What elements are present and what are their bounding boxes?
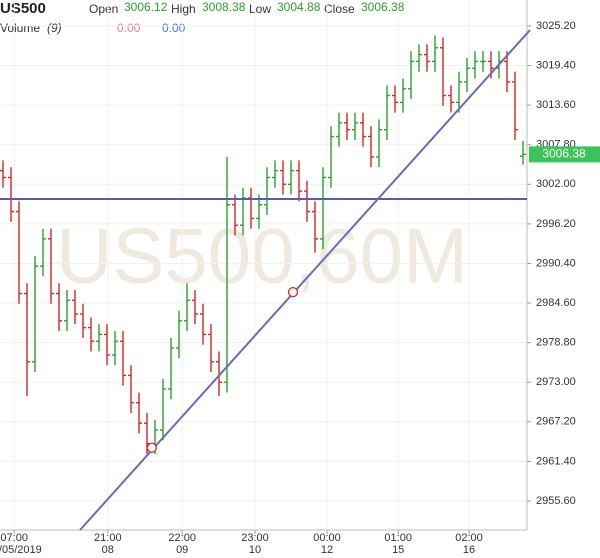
x-tick-label: 21:00 xyxy=(94,532,122,544)
x-tick-sublabel: 07/05/2019 xyxy=(0,544,42,556)
y-tick-label: 2973.00 xyxy=(536,376,576,388)
open-label: Open xyxy=(89,2,118,16)
x-tick-label: 02:00 xyxy=(455,532,483,544)
y-tick-label: 2961.40 xyxy=(536,455,576,467)
volume-period: (9) xyxy=(47,21,62,35)
anchor-point xyxy=(146,442,157,453)
y-tick-label: 2990.40 xyxy=(536,257,576,269)
close-label: Close xyxy=(324,2,355,16)
x-tick-label: 22:00 xyxy=(168,532,196,544)
y-tick-label: 3019.40 xyxy=(536,59,576,71)
x-tick-sublabel: 15 xyxy=(392,544,404,556)
price-tag xyxy=(529,146,600,163)
low-label: Low xyxy=(249,2,271,16)
y-tick-label: 2967.20 xyxy=(536,416,576,428)
low-value: 3004.88 xyxy=(277,0,321,14)
symbol: US500 xyxy=(0,0,46,17)
y-tick-label: 3025.20 xyxy=(536,20,576,32)
x-tick-label: 00:00 xyxy=(313,532,341,544)
y-tick-label: 2978.80 xyxy=(536,337,576,349)
high-value: 3008.38 xyxy=(202,0,246,14)
x-tick-label: 07:00 xyxy=(0,532,28,544)
high-label: High xyxy=(171,2,196,16)
volume-label: Volume xyxy=(0,21,40,35)
x-tick-sublabel: 12 xyxy=(321,544,333,556)
volume-value: 0.00 xyxy=(117,21,141,35)
y-tick-label: 3013.60 xyxy=(536,99,576,111)
y-tick-label: 2984.60 xyxy=(536,297,576,309)
x-tick-sublabel: 16 xyxy=(463,544,475,556)
x-tick-label: 23:00 xyxy=(241,532,269,544)
x-tick-sublabel: 08 xyxy=(102,544,114,556)
y-tick-label: 3002.00 xyxy=(536,178,576,190)
watermark: US500,60M xyxy=(56,212,468,300)
y-tick-label: 2955.60 xyxy=(536,495,576,507)
anchor-point xyxy=(287,286,299,298)
x-tick-label: 01:00 xyxy=(384,532,412,544)
volume-value: 0.00 xyxy=(162,21,186,35)
open-value: 3006.12 xyxy=(124,0,168,14)
x-tick-sublabel: 10 xyxy=(249,544,261,556)
y-tick-label: 2996.20 xyxy=(536,218,576,230)
x-tick-sublabel: 09 xyxy=(176,544,188,556)
close-value: 3006.38 xyxy=(361,0,405,14)
price-tag-label: 3006.38 xyxy=(542,147,586,161)
